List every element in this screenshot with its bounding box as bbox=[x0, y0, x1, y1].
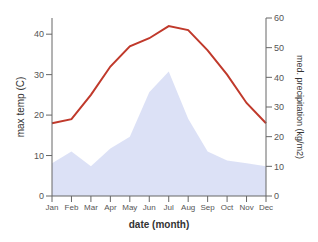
svg-text:date (month): date (month) bbox=[129, 219, 190, 230]
svg-text:20: 20 bbox=[274, 132, 284, 142]
svg-text:20: 20 bbox=[34, 110, 44, 120]
svg-text:10: 10 bbox=[34, 151, 44, 161]
svg-text:Dec: Dec bbox=[259, 203, 273, 212]
svg-text:Feb: Feb bbox=[65, 203, 79, 212]
svg-text:Nov: Nov bbox=[239, 203, 253, 212]
svg-text:Jul: Jul bbox=[164, 203, 174, 212]
svg-text:Aug: Aug bbox=[181, 203, 195, 212]
svg-text:Sep: Sep bbox=[201, 203, 216, 212]
svg-text:max temp (C): max temp (C) bbox=[15, 77, 26, 138]
svg-text:0: 0 bbox=[274, 191, 279, 201]
svg-text:med. precipitation (kg/m2): med. precipitation (kg/m2) bbox=[295, 55, 305, 159]
svg-text:30: 30 bbox=[34, 70, 44, 80]
svg-text:Mar: Mar bbox=[84, 203, 98, 212]
svg-text:60: 60 bbox=[274, 13, 284, 23]
svg-text:Apr: Apr bbox=[104, 203, 117, 212]
svg-text:Jan: Jan bbox=[46, 203, 59, 212]
svg-text:40: 40 bbox=[34, 29, 44, 39]
svg-text:10: 10 bbox=[274, 162, 284, 172]
svg-text:50: 50 bbox=[274, 43, 284, 53]
svg-text:Jun: Jun bbox=[143, 203, 156, 212]
svg-text:Oct: Oct bbox=[221, 203, 234, 212]
svg-text:May: May bbox=[122, 203, 137, 212]
svg-text:0: 0 bbox=[39, 191, 44, 201]
svg-text:30: 30 bbox=[274, 102, 284, 112]
svg-text:40: 40 bbox=[274, 73, 284, 83]
